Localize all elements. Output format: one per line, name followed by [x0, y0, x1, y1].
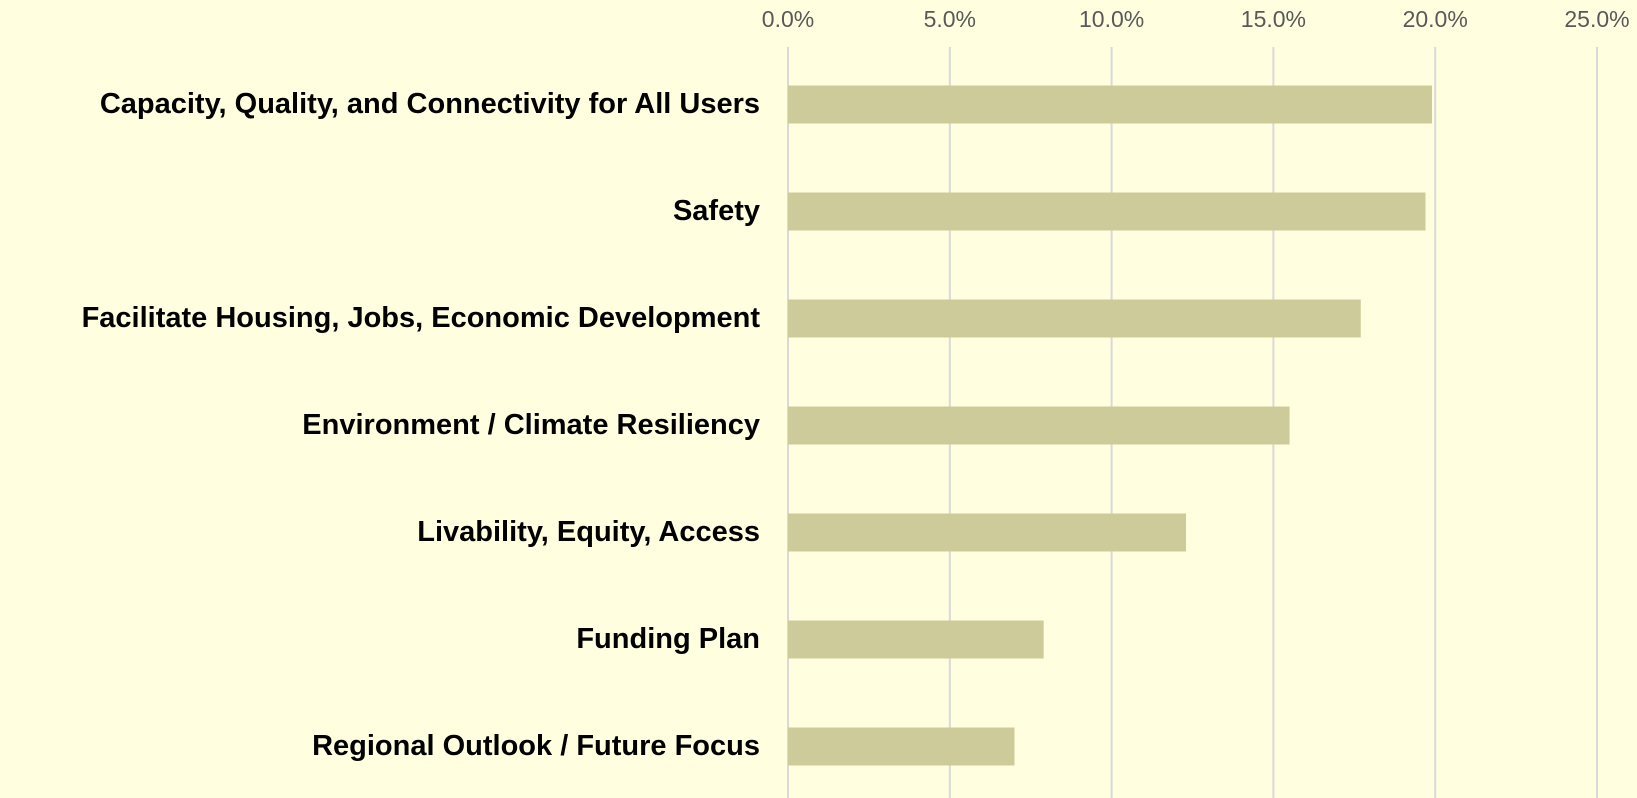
x-tick-label: 20.0%	[1403, 6, 1468, 32]
bar	[788, 192, 1426, 231]
y-tick-label: Facilitate Housing, Jobs, Economic Devel…	[82, 302, 761, 334]
bar	[788, 299, 1361, 338]
y-tick-label: Capacity, Quality, and Connectivity for …	[100, 88, 760, 120]
y-tick-label: Environment / Climate Resiliency	[302, 409, 760, 441]
y-tick-label: Funding Plan	[576, 623, 760, 655]
x-tick-label: 15.0%	[1241, 6, 1306, 32]
x-tick-label: 0.0%	[762, 6, 814, 32]
x-tick-label: 10.0%	[1079, 6, 1144, 32]
bar	[788, 406, 1290, 445]
bar	[788, 513, 1187, 552]
bar	[788, 85, 1432, 124]
x-tick-label: 25.0%	[1564, 6, 1629, 32]
y-tick-label: Regional Outlook / Future Focus	[312, 730, 760, 762]
y-tick-label: Safety	[673, 195, 760, 227]
x-tick-label: 5.0%	[924, 6, 976, 32]
bar	[788, 727, 1015, 766]
y-tick-label: Livability, Equity, Access	[417, 516, 760, 548]
bar	[788, 620, 1044, 659]
